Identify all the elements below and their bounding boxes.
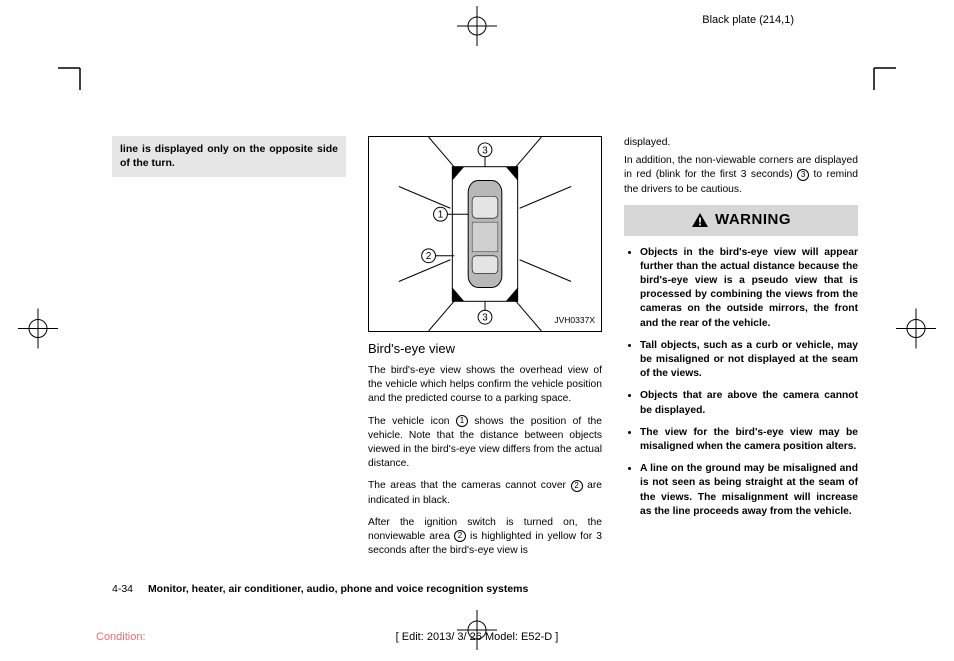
column-1: line is displayed only on the opposite s… xyxy=(112,136,346,558)
inline-callout-2b: 2 xyxy=(454,530,466,542)
page-footer: 4-34 Monitor, heater, air conditioner, a… xyxy=(112,583,860,595)
warning-icon xyxy=(691,212,709,228)
figure-code: JVH0337X xyxy=(554,315,595,327)
page: Black plate (214,1) [ Edit: 2013/ 3/ 26 … xyxy=(0,0,954,661)
para-2-1: The bird's-eye view shows the overhead v… xyxy=(368,364,602,407)
registration-mark-right xyxy=(896,308,936,353)
birdseye-diagram: 1 2 3 3 xyxy=(369,137,601,331)
header-plate: Black plate (214,1) xyxy=(702,14,794,26)
callout-2: 2 xyxy=(426,251,432,262)
para-2-2: The vehicle icon 1 shows the position of… xyxy=(368,415,602,472)
page-number: 4-34 xyxy=(112,583,133,595)
warning-item: Objects that are above the camera cannot… xyxy=(640,389,858,417)
highlight-box: line is displayed only on the opposite s… xyxy=(112,136,346,177)
registration-mark-left xyxy=(18,308,58,353)
para-3-0: displayed. xyxy=(624,136,858,150)
footer-edit: [ Edit: 2013/ 3/ 26 Model: E52-D ] xyxy=(396,631,559,643)
warning-item: Objects in the bird's-eye view will appe… xyxy=(640,246,858,331)
chapter-title: Monitor, heater, air conditioner, audio,… xyxy=(148,583,528,595)
para-2-2a: The vehicle icon xyxy=(368,416,456,427)
inline-callout-2: 2 xyxy=(571,480,583,492)
content: line is displayed only on the opposite s… xyxy=(112,136,860,588)
column-3: displayed. In addition, the non-viewable… xyxy=(624,136,858,558)
registration-mark-top xyxy=(457,6,497,51)
callout-3-top: 3 xyxy=(482,145,488,156)
para-2-3a: The areas that the cameras cannot cover xyxy=(368,480,571,491)
column-2: 1 2 3 3 JVH0337X Bird's-eye view The bi xyxy=(368,136,602,558)
crop-mark-left xyxy=(58,56,92,95)
para-2-4: After the ignition switch is turned on, … xyxy=(368,516,602,559)
warning-header: WARNING xyxy=(624,205,858,236)
callout-1: 1 xyxy=(438,210,444,221)
callout-3-bottom: 3 xyxy=(482,313,488,324)
para-3-1: In addition, the non-viewable corners ar… xyxy=(624,154,858,197)
inline-callout-3: 3 xyxy=(797,169,809,181)
warning-list: Objects in the bird's-eye view will appe… xyxy=(624,246,858,519)
footer-condition: Condition: xyxy=(96,631,146,643)
warning-label: WARNING xyxy=(715,210,791,231)
figure-birdseye: 1 2 3 3 JVH0337X xyxy=(368,136,602,332)
para-2-3: The areas that the cameras cannot cover … xyxy=(368,479,602,507)
crop-mark-right xyxy=(862,56,896,95)
warning-item: Tall objects, such as a curb or vehicle,… xyxy=(640,339,858,382)
inline-callout-1: 1 xyxy=(456,415,468,427)
warning-item: The view for the bird's-eye view may be … xyxy=(640,426,858,454)
warning-item: A line on the ground may be misaligned a… xyxy=(640,462,858,519)
subhead-birdseye: Bird's-eye view xyxy=(368,340,602,358)
